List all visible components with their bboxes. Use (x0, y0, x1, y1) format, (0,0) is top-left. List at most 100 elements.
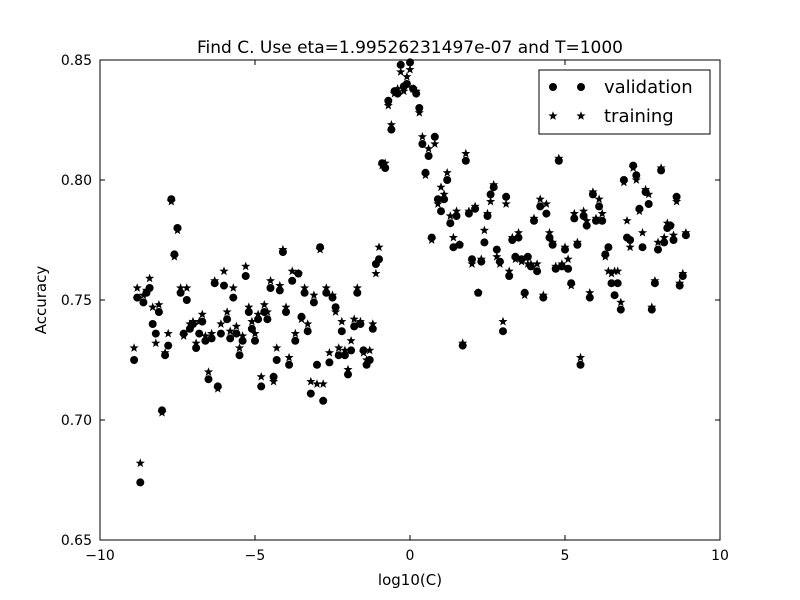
validation-point (337, 327, 346, 336)
training-point (340, 345, 350, 355)
training-point (309, 290, 319, 300)
validation-point (232, 329, 241, 338)
training-point (247, 316, 257, 326)
training-point (563, 254, 573, 264)
validation-point (235, 351, 244, 360)
training-point (501, 199, 511, 208)
training-point (293, 268, 303, 278)
validation-point (654, 245, 662, 254)
training-point (191, 338, 201, 348)
validation-point (626, 236, 635, 244)
training-point (362, 355, 372, 364)
training-point (315, 244, 325, 254)
x-tick-label: 0 (406, 548, 415, 564)
x-tick-label: −10 (85, 548, 115, 564)
training-point (331, 307, 341, 316)
training-point (135, 458, 145, 468)
training-point (269, 376, 279, 386)
training-point (591, 213, 601, 223)
training-point (244, 302, 254, 312)
training-point (554, 153, 564, 163)
validation-point (480, 238, 489, 247)
training-point (526, 259, 536, 268)
validation-point (536, 202, 545, 211)
training-point (557, 259, 567, 268)
training-point (281, 302, 291, 312)
validation-point (499, 327, 507, 336)
y-tick-label: 0.70 (61, 413, 92, 429)
legend-marker (549, 83, 557, 91)
training-point (470, 201, 480, 211)
training-point (377, 160, 387, 170)
data-points (129, 58, 691, 487)
training-point (334, 343, 344, 352)
validation-point (576, 360, 585, 369)
validation-point (604, 243, 613, 252)
training-point (572, 237, 582, 247)
training-point (548, 237, 558, 247)
validation-point (486, 190, 495, 199)
training-point (439, 189, 449, 199)
validation-point (644, 200, 653, 208)
training-point (510, 254, 520, 264)
validation-point (533, 267, 542, 276)
training-point (535, 194, 545, 204)
training-point (647, 302, 657, 312)
training-point (634, 206, 644, 216)
legend-marker (576, 111, 586, 120)
training-point (287, 266, 297, 276)
training-point (411, 86, 421, 96)
training-point (290, 328, 300, 338)
training-point (145, 273, 155, 283)
training-point (151, 338, 161, 348)
validation-point (443, 176, 452, 184)
training-point (303, 319, 313, 328)
training-point (389, 88, 400, 98)
training-point (284, 352, 294, 362)
training-point (194, 316, 204, 326)
validation-point (616, 305, 625, 314)
validation-point (313, 360, 321, 369)
training-point (665, 220, 675, 230)
validation-point (585, 293, 594, 302)
training-point (275, 280, 285, 290)
training-point (637, 228, 648, 237)
validation-point (598, 216, 607, 225)
training-point (272, 343, 282, 352)
training-point (653, 237, 663, 247)
training-point (207, 328, 217, 338)
training-point (672, 196, 682, 206)
training-point (238, 331, 248, 340)
validation-point (257, 382, 266, 391)
training-point (219, 266, 229, 276)
training-point (374, 242, 384, 252)
plot-frame (99, 59, 721, 541)
training-point (529, 213, 539, 223)
training-point (575, 352, 586, 362)
training-point (172, 225, 183, 235)
validation-point (164, 341, 173, 350)
training-point (132, 283, 142, 292)
legend-label: validation (604, 77, 693, 98)
training-point (436, 182, 446, 192)
training-point (417, 132, 427, 141)
validation-point (325, 358, 334, 367)
training-point (585, 288, 595, 297)
validation-point (130, 356, 139, 364)
training-point (371, 268, 381, 278)
training-point (520, 290, 530, 300)
training-point (256, 372, 266, 381)
training-point (241, 261, 251, 271)
training-point (594, 194, 604, 204)
training-point (337, 316, 347, 326)
x-tick-label: 5 (561, 548, 570, 564)
validation-point (309, 298, 318, 307)
training-point (343, 364, 353, 374)
y-tick-label: 0.65 (61, 533, 92, 549)
training-point (262, 307, 272, 316)
validation-point (251, 336, 259, 345)
training-point (365, 345, 375, 355)
training-point (231, 321, 241, 331)
training-point (668, 230, 679, 240)
training-point (622, 216, 632, 225)
